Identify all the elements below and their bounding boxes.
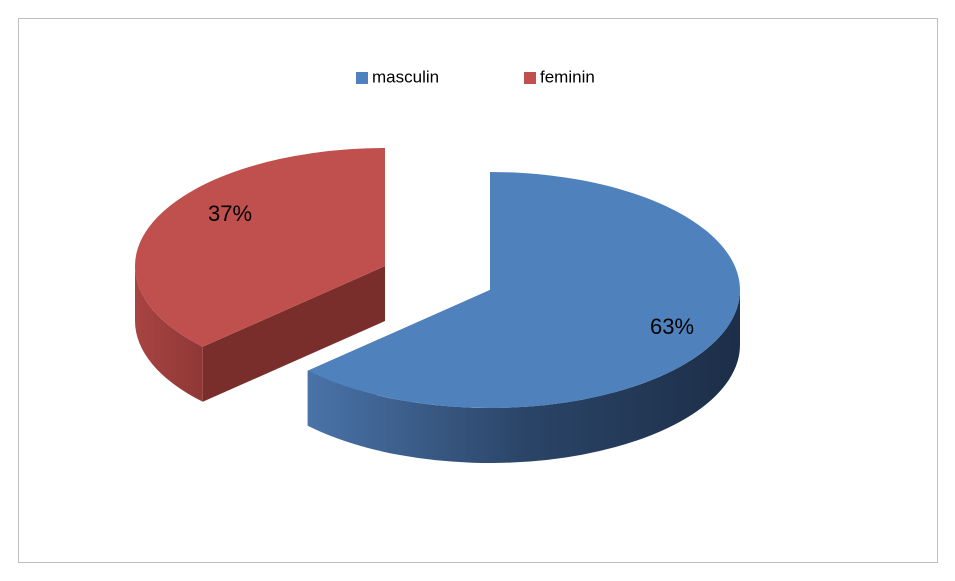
slice-side	[307, 290, 740, 463]
value-label: 63%	[650, 314, 694, 339]
legend-swatch	[356, 72, 368, 84]
legend-label: masculin	[372, 67, 439, 86]
legend-swatch	[524, 72, 536, 84]
slice	[307, 172, 740, 409]
slice-side	[135, 266, 203, 402]
slice	[135, 148, 385, 347]
value-label: 37%	[208, 201, 252, 226]
slice-wall	[202, 266, 385, 402]
legend-label: feminin	[540, 67, 595, 86]
